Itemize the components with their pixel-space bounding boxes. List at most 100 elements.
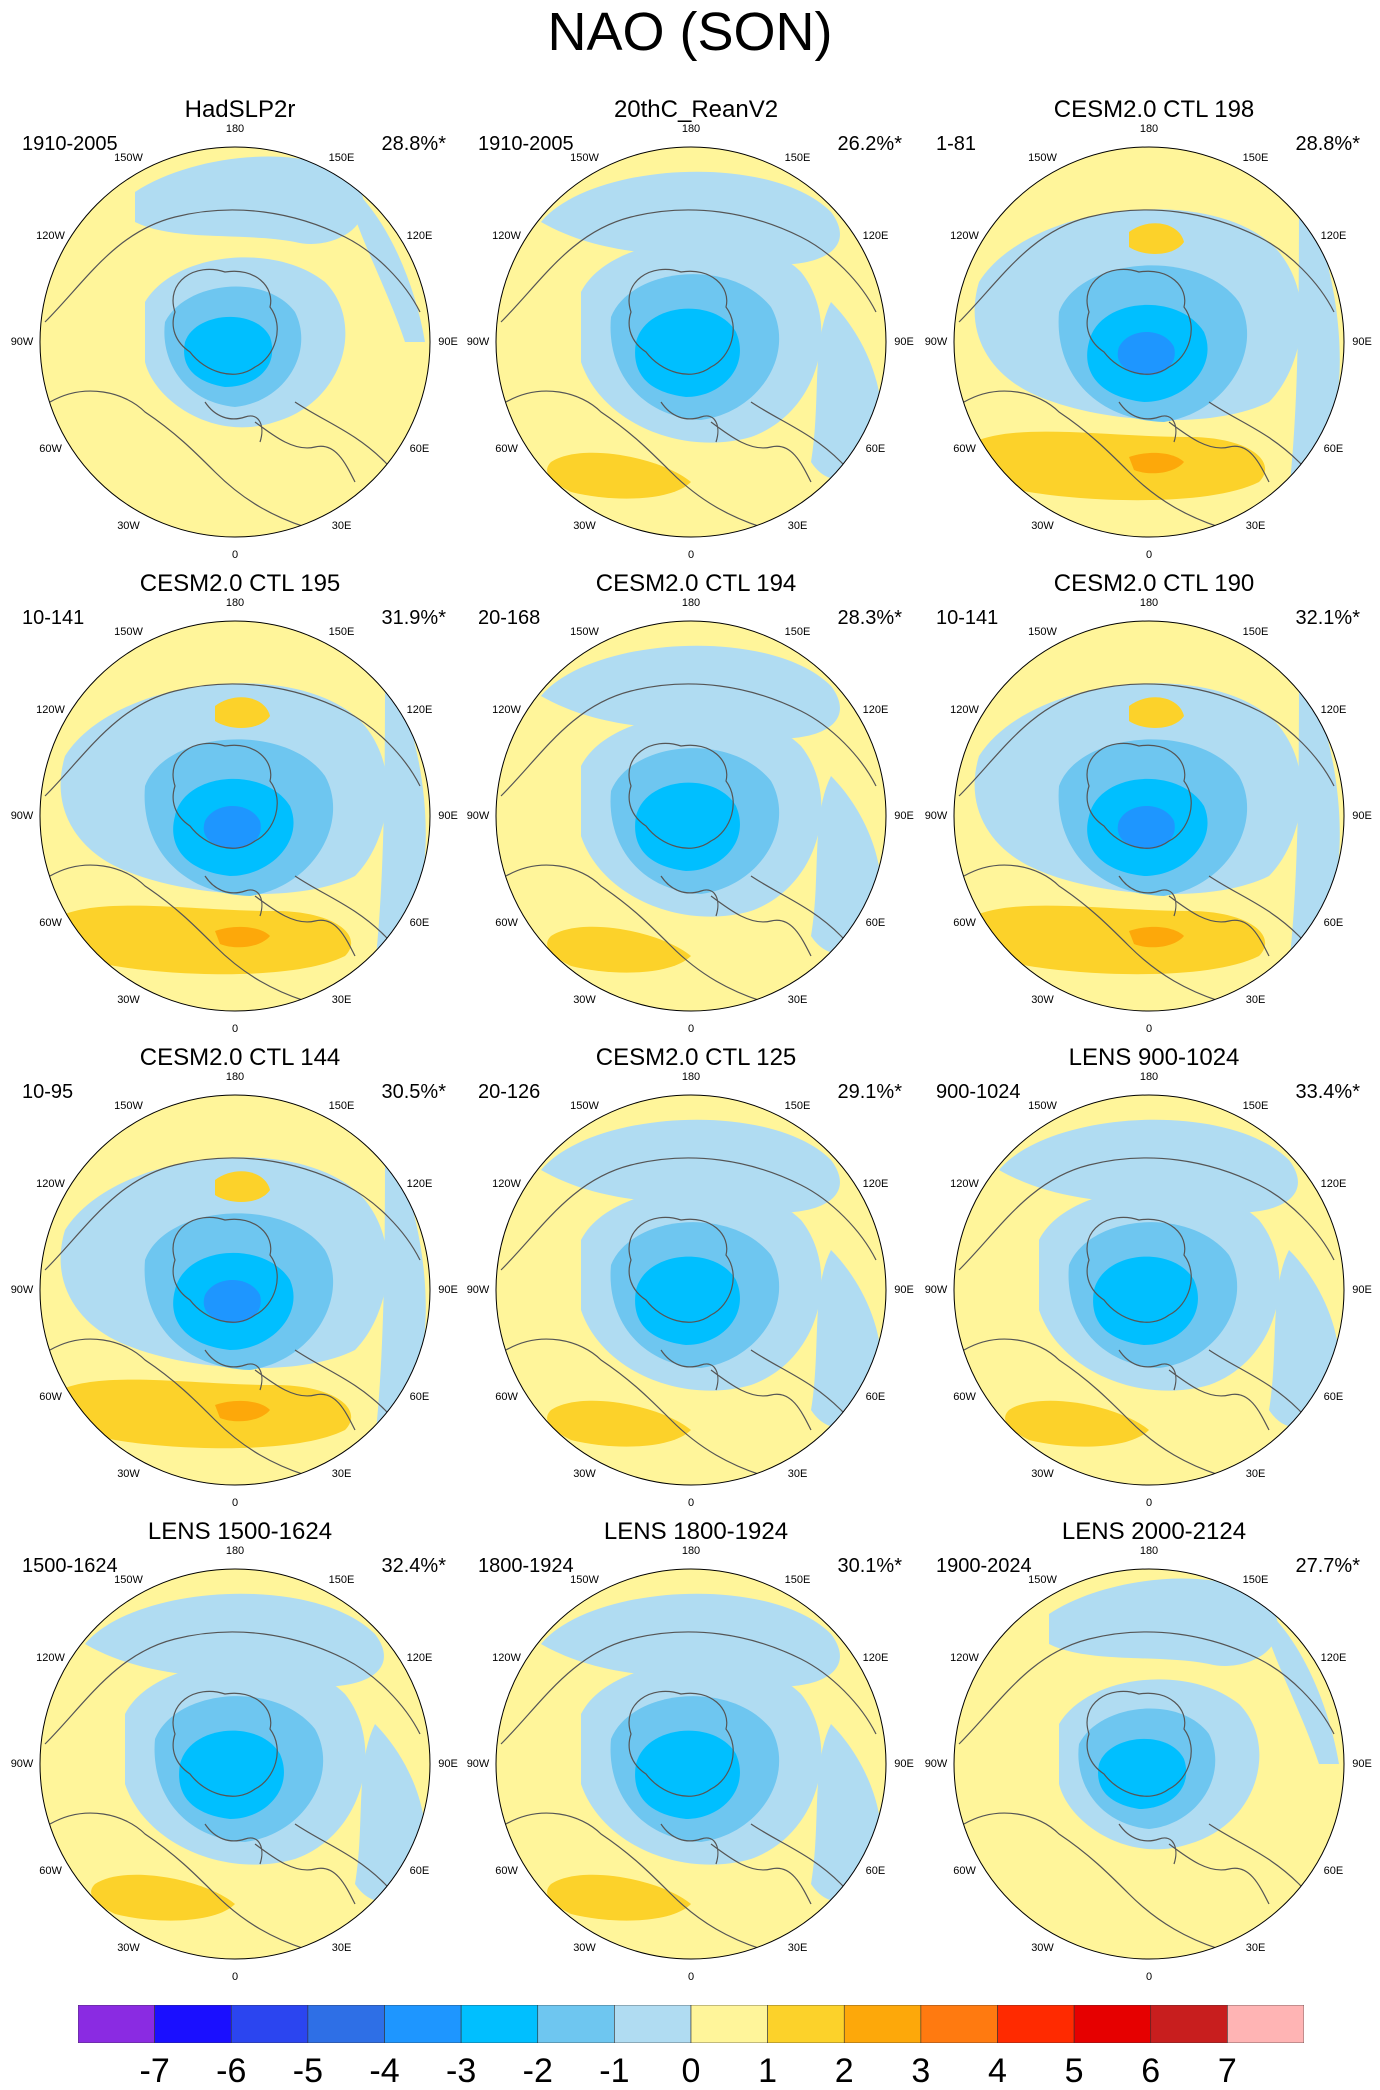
map-panel: CESM2.0 CTL 144 10-95 30.5%* 180 150E 120E 90E… (11, 1044, 460, 1514)
panel-percent-variance: 33.4%* (1295, 1081, 1361, 1103)
longitude-label: 60E (865, 1864, 886, 1877)
coastline (710, 1369, 812, 1431)
map-border (953, 1568, 1345, 1960)
longitude-label: 60W (495, 1864, 518, 1877)
panel-title: CESM2.0 CTL 190 (1053, 570, 1255, 597)
longitude-label: 120E (862, 1177, 889, 1190)
anomaly-contour (345, 182, 425, 342)
longitude-label: 150E (784, 1099, 811, 1112)
map-border (495, 620, 887, 1012)
longitude-label: 120W (492, 1177, 521, 1190)
anomaly-contour (1117, 806, 1175, 850)
longitude-label: 30W (1031, 520, 1054, 533)
longitude-label: 60E (409, 1864, 430, 1877)
longitude-label: 150W (1028, 1573, 1057, 1586)
coastline (254, 895, 356, 957)
coastline (963, 1812, 1220, 1950)
longitude-label: 120E (1320, 1651, 1347, 1664)
longitude-label: 90W (10, 1284, 34, 1296)
anomaly-contour (541, 1593, 840, 1687)
longitude-label: 180 (225, 597, 245, 609)
colorbar-box (78, 2005, 155, 2043)
map-panel: LENS 1500-1624 1500-1624 32.4%* 180 150E 120E… (11, 1518, 460, 1988)
panel-title: LENS 1800-1924 (603, 1518, 789, 1545)
panel-percent-variance: 31.9%* (381, 607, 447, 629)
coastline (628, 742, 734, 849)
longitude-label: 60E (1323, 442, 1344, 455)
coastline (1168, 895, 1270, 957)
longitude-label: 150E (328, 1573, 355, 1586)
coastline (1086, 1216, 1192, 1323)
longitude-label: 0 (1145, 549, 1153, 561)
longitude-label: 30W (117, 1942, 140, 1955)
map-panel: LENS 900-1024 900-1024 33.4%* 180 150E 120E 90… (925, 1044, 1374, 1514)
coastline (1086, 742, 1192, 849)
longitude-label: 90W (10, 810, 34, 822)
panel-title: CESM2.0 CTL 125 (595, 1044, 797, 1071)
longitude-label: 90W (924, 1758, 948, 1770)
longitude-label: 30W (1031, 1942, 1054, 1955)
anomaly-contour (635, 782, 740, 871)
longitude-label: 90W (10, 1758, 34, 1770)
colorbar (78, 2005, 1304, 2043)
longitude-label: 120E (1320, 229, 1347, 242)
coastline (958, 683, 1335, 797)
coastline (1168, 1843, 1270, 1905)
coastline (660, 1349, 719, 1391)
coastline (1168, 421, 1270, 483)
longitude-label: 180 (225, 1071, 245, 1083)
longitude-label: 60E (865, 1390, 886, 1403)
longitude-label: 120E (862, 229, 889, 242)
map-border (39, 1094, 431, 1486)
map-panel: CESM2.0 CTL 198 1-81 28.8%* 180 150E 120E 90E 6… (925, 96, 1374, 566)
coastline (500, 1157, 877, 1271)
colorbar-box (307, 2005, 385, 2043)
panel-period: 10-141 (936, 607, 999, 629)
longitude-label: 120W (950, 703, 979, 716)
colorbar-tick-label: 2 (834, 2052, 854, 2090)
anomaly-contour (1289, 666, 1340, 966)
longitude-label: 0 (1145, 1023, 1153, 1035)
coastline (172, 1216, 278, 1323)
longitude-label: 60W (495, 442, 518, 455)
longitude-label: 150W (114, 151, 143, 164)
panel-period: 1900-2024 (936, 1555, 1032, 1577)
coastline (500, 209, 877, 323)
coastline (660, 1823, 719, 1865)
colorbar-box (230, 2005, 309, 2043)
longitude-label: 30W (117, 1468, 140, 1481)
longitude-label: 60W (39, 1390, 62, 1403)
anomaly-contour (57, 905, 352, 975)
panel-percent-variance: 28.8%* (1295, 133, 1361, 155)
coastline (958, 209, 1335, 323)
longitude-label: 90E (438, 1284, 458, 1296)
panel-period: 20-126 (478, 1081, 541, 1103)
longitude-label: 150E (328, 1099, 355, 1112)
coastline (172, 742, 278, 849)
anomaly-contour (215, 697, 270, 728)
colorbar-tick-label: -1 (599, 2052, 630, 2090)
longitude-label: 120W (950, 1177, 979, 1190)
colorbar-box (384, 2005, 462, 2043)
colorbar-tick-label: -5 (292, 2052, 323, 2090)
panel-percent-variance: 30.1%* (837, 1555, 903, 1577)
longitude-label: 0 (687, 549, 695, 561)
colorbar-box (1150, 2005, 1228, 2043)
panel-title: CESM2.0 CTL 194 (595, 570, 797, 597)
longitude-label: 150W (1028, 1099, 1057, 1112)
panel-percent-variance: 28.8%* (381, 133, 447, 155)
map-border (39, 146, 431, 538)
map-border (39, 1568, 431, 1960)
longitude-label: 0 (687, 1971, 695, 1983)
longitude-label: 150E (784, 151, 811, 164)
longitude-label: 90E (894, 1284, 914, 1296)
longitude-label: 0 (231, 1023, 239, 1035)
colorbar-tick-label: 0 (681, 2052, 701, 2090)
panel-percent-variance: 32.1%* (1295, 607, 1361, 629)
map-border (495, 146, 887, 538)
colorbar-box (460, 2005, 539, 2043)
longitude-label: 30W (117, 520, 140, 533)
longitude-label: 90E (438, 810, 458, 822)
longitude-label: 120E (1320, 1177, 1347, 1190)
coastline (49, 1338, 306, 1476)
